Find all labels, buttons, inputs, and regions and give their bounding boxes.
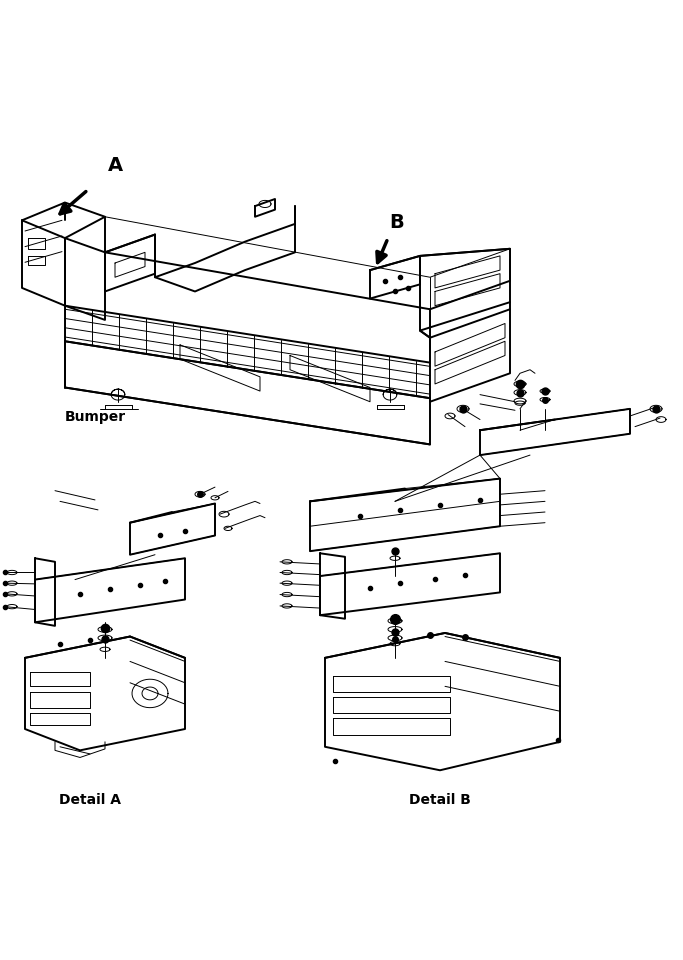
Text: B: B [389,213,404,232]
Text: Bumper: Bumper [65,410,126,424]
Text: A: A [107,156,122,175]
Text: Detail B: Detail B [409,793,471,807]
Text: Detail A: Detail A [59,793,121,807]
